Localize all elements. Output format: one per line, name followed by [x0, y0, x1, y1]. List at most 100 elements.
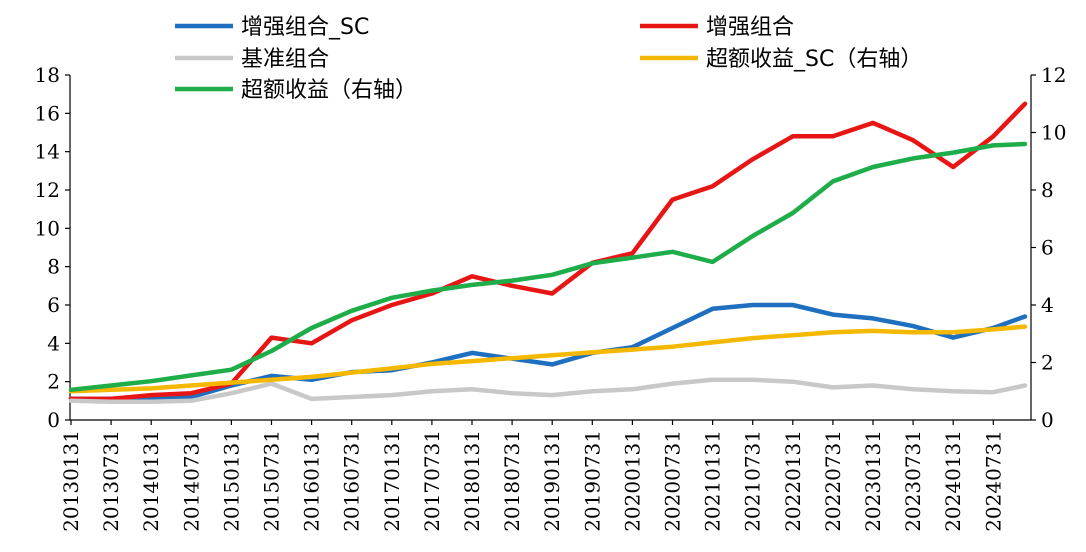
data-point [791, 303, 795, 307]
data-point [831, 134, 835, 139]
right-tick-label: 2 [1041, 351, 1054, 375]
data-point [630, 255, 635, 260]
data-point [1023, 314, 1027, 319]
data-point [951, 389, 955, 394]
data-point [791, 211, 795, 215]
data-point [109, 383, 113, 388]
x-tick-label: 20240131 [941, 430, 965, 532]
x-tick-label: 20210131 [701, 430, 725, 532]
data-point [430, 288, 434, 293]
data-point [390, 303, 394, 307]
data-point [149, 399, 153, 404]
x-tick-label: 20160131 [300, 430, 324, 532]
data-point [109, 399, 113, 404]
x-tick-label: 20220131 [781, 430, 805, 532]
data-point [670, 250, 675, 254]
data-point [871, 329, 875, 333]
data-point [630, 387, 635, 392]
left-tick-label: 14 [35, 140, 60, 164]
data-point [229, 380, 234, 385]
data-point [149, 393, 153, 397]
data-point [590, 261, 595, 266]
axes: 0 2 4 6 8 10 12 14 16 18 0 2 4 6 8 10 12 20130131 20130731… [35, 63, 1067, 532]
x-tick-label: 20180731 [500, 430, 524, 532]
left-tick-label: 2 [47, 370, 60, 394]
data-point [630, 347, 635, 352]
legend-label: 增强组合 [706, 15, 794, 40]
x-tick-label: 20150731 [260, 430, 284, 532]
x-tick-label: 20200131 [620, 430, 644, 532]
data-point [1023, 324, 1027, 329]
data-point [269, 349, 274, 353]
data-point [510, 356, 514, 360]
data-point [109, 388, 113, 392]
data-point [470, 283, 474, 287]
data-point [871, 121, 875, 125]
data-point [710, 377, 715, 382]
data-point [831, 330, 835, 335]
left-tick-label: 18 [35, 63, 60, 87]
data-point [1023, 142, 1027, 146]
data-point [791, 379, 795, 384]
right-tick-label: 4 [1041, 293, 1054, 317]
series-line [68, 324, 1028, 394]
right-tick-label: 0 [1041, 408, 1054, 432]
data-point [1023, 383, 1027, 388]
data-point [269, 381, 274, 386]
data-point [269, 374, 274, 378]
left-tick-label: 8 [47, 255, 60, 279]
right-tick-label: 8 [1041, 178, 1054, 202]
data-point [189, 391, 194, 395]
data-point [349, 395, 354, 399]
data-point [309, 341, 314, 346]
data-point [510, 278, 514, 283]
x-tick-label: 20220731 [821, 430, 845, 532]
x-tick-label: 20230731 [901, 430, 925, 532]
data-point [831, 385, 835, 390]
series-line [68, 141, 1028, 393]
right-tick-label: 10 [1041, 121, 1066, 145]
data-point [750, 303, 755, 307]
data-point [951, 335, 955, 340]
data-point [791, 333, 795, 337]
data-point [871, 383, 875, 388]
data-point [550, 353, 554, 358]
data-point [951, 165, 955, 169]
data-point [951, 150, 955, 155]
x-tick-label: 20210731 [741, 430, 765, 532]
x-tick-label: 20160731 [340, 430, 364, 532]
data-point [590, 350, 595, 355]
data-point [349, 370, 354, 375]
left-tick-label: 4 [47, 331, 60, 355]
left-tick-label: 10 [35, 216, 60, 240]
data-point [189, 395, 194, 399]
x-tick-label: 20140731 [179, 430, 203, 532]
data-point [309, 375, 314, 379]
legend-label: 超额收益_SC（右轴） [706, 47, 922, 72]
x-tick-label: 20130731 [99, 430, 123, 532]
data-point [991, 390, 996, 395]
data-point [710, 184, 715, 188]
left-tick-label: 16 [35, 101, 60, 125]
data-point [750, 234, 755, 238]
right-tick-label: 12 [1041, 63, 1066, 87]
data-point [390, 366, 394, 371]
data-point [550, 291, 554, 296]
x-tick-label: 20180131 [460, 430, 484, 532]
data-point [991, 134, 996, 139]
data-point [470, 351, 474, 355]
data-point [710, 260, 715, 264]
left-tick-label: 6 [47, 293, 60, 317]
data-point [991, 327, 996, 332]
right-tick-label: 6 [1041, 236, 1054, 260]
data-point [911, 156, 915, 161]
data-point [510, 391, 514, 395]
data-point [590, 389, 595, 394]
data-point [750, 377, 755, 382]
x-tick-label: 20140131 [139, 430, 163, 532]
data-point [1023, 101, 1027, 106]
data-point [390, 296, 394, 300]
x-tick-label: 20190731 [580, 430, 604, 532]
